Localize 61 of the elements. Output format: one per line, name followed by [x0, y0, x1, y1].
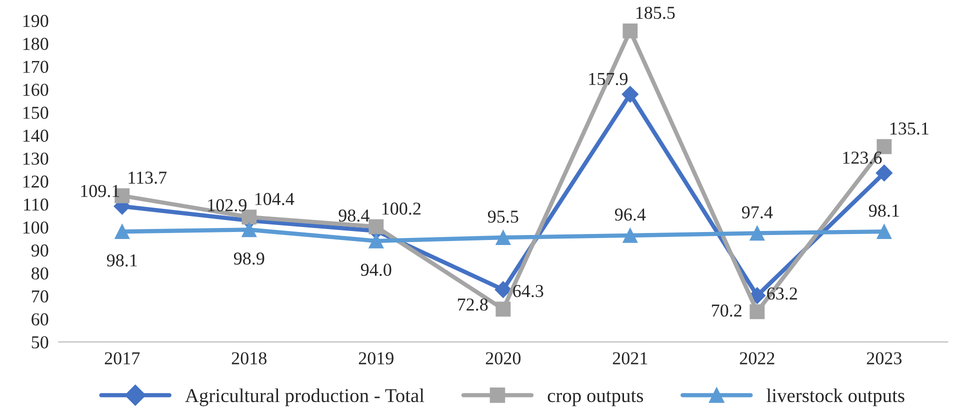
y-tick-label: 150	[23, 106, 48, 119]
point	[242, 222, 257, 238]
y-tick-label: 90	[31, 244, 48, 257]
data-label: 97.4	[742, 206, 773, 218]
point	[242, 210, 257, 225]
data-label: 98.9	[234, 252, 264, 265]
point	[368, 219, 384, 234]
y-tick-label: 140	[23, 130, 48, 142]
y-tick-label: 120	[23, 176, 48, 188]
data-label: 185.5	[636, 6, 675, 20]
legend-label: liverstock outputs	[766, 388, 904, 406]
x-tick-label: 2018	[232, 352, 266, 364]
data-label: 135.1	[890, 122, 928, 135]
point	[622, 86, 639, 103]
y-tick-label: 70	[32, 290, 48, 302]
y-tick-label: 80	[32, 267, 48, 280]
y-tick-label: 170	[23, 60, 48, 73]
x-tick-label: 2021	[612, 352, 648, 364]
data-label: 109.1	[81, 184, 120, 198]
point	[622, 23, 638, 38]
x-tick-label: 2022	[740, 352, 774, 364]
y-tick-label: 60	[32, 313, 48, 326]
y-tick-label: 190	[23, 14, 48, 28]
data-label: 95.5	[488, 210, 518, 223]
data-label: 102.9	[208, 199, 246, 212]
y-tick-label: 100	[23, 221, 48, 234]
point	[496, 230, 511, 245]
data-label: 64.3	[513, 285, 544, 298]
point	[496, 302, 511, 317]
point	[876, 164, 893, 182]
legend-label: crop outputs	[548, 391, 644, 406]
x-tick-label: 2017	[104, 352, 140, 364]
data-label: 98.1	[868, 204, 899, 217]
x-tick-label: 2023	[866, 352, 902, 364]
data-label: 98.4	[338, 209, 370, 222]
data-label: 123.6	[843, 152, 882, 164]
y-tick-label: 130	[23, 152, 48, 165]
y-tick-label: 160	[23, 84, 48, 96]
point	[750, 304, 765, 320]
point	[876, 224, 892, 240]
data-label: 104.4	[255, 192, 294, 206]
point	[368, 233, 384, 248]
x-tick-label: 2019	[358, 352, 394, 364]
point	[114, 224, 130, 240]
data-label: 157.9	[589, 72, 628, 86]
data-label: 72.8	[458, 298, 488, 311]
data-label: 63.2	[767, 288, 797, 300]
data-label: 113.7	[128, 172, 167, 184]
data-label: 94.0	[360, 264, 392, 276]
y-tick-label: 50	[32, 336, 48, 348]
data-label: 70.2	[712, 304, 742, 317]
data-label: 96.4	[614, 208, 646, 221]
point	[622, 228, 638, 243]
data-label: 98.1	[106, 254, 137, 267]
point	[494, 281, 512, 298]
legend-label: Agricultural production - Total	[185, 388, 424, 406]
y-tick-label: 110	[24, 198, 48, 211]
point	[750, 226, 765, 241]
data-label: 100.2	[382, 202, 420, 215]
y-tick-label: 180	[23, 38, 48, 50]
x-tick-label: 2020	[486, 352, 521, 364]
